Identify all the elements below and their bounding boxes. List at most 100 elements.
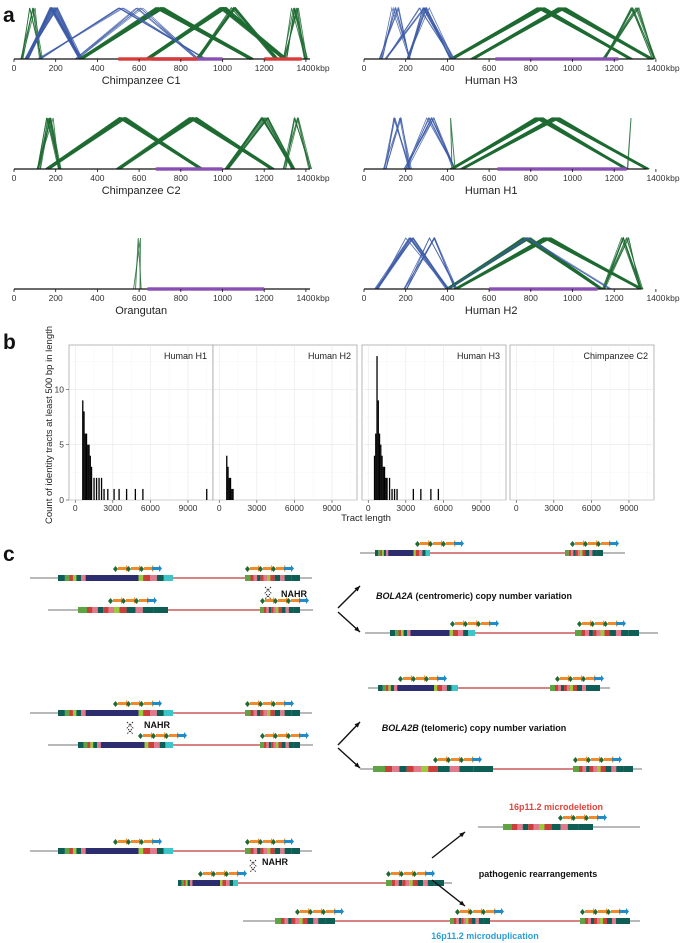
x-tick-label: 800 <box>524 173 538 183</box>
histogram-bar <box>229 477 232 500</box>
x-tick-label: 200 <box>49 63 63 73</box>
gene-arrow <box>203 870 214 877</box>
segment-stripe <box>281 742 286 748</box>
gene-diamond <box>308 909 313 915</box>
gene-arrow <box>131 700 142 707</box>
gene-arrow <box>291 732 302 739</box>
synteny-line <box>473 7 651 60</box>
gene-diamond <box>271 566 276 572</box>
synteny-line <box>449 7 630 60</box>
x-tick-label: 0 <box>514 503 519 513</box>
synteny-line <box>285 117 312 170</box>
crossover-mark <box>249 859 257 873</box>
gene-diamond <box>558 815 563 821</box>
segment-stripe <box>302 918 308 924</box>
gene-arrow <box>576 814 587 821</box>
segment-stripe <box>280 848 285 854</box>
arrow-head <box>459 832 465 838</box>
pathogenic-label: pathogenic rearrangements <box>479 869 598 879</box>
segment-stripe <box>245 575 251 581</box>
segment-stripe <box>165 742 173 748</box>
bola2a-label: BOLA2A (centromeric) copy number variati… <box>376 591 572 601</box>
histogram-bar <box>118 488 120 500</box>
synteny-line <box>603 236 641 290</box>
synteny-line <box>450 7 630 60</box>
chromosome <box>243 908 640 924</box>
segment-stripe <box>594 918 597 924</box>
gene-arrow-blue <box>616 620 626 627</box>
segment-stripe <box>419 550 423 556</box>
x-tick-label: 200 <box>399 173 413 183</box>
microduplication-label: 16p11.2 microduplication <box>431 931 539 941</box>
bola2b-label: BOLA2B (telomeric) copy number variation <box>382 723 567 733</box>
segment-stripe <box>291 575 300 581</box>
chromosome <box>48 732 313 748</box>
x-tick-label: 800 <box>174 293 188 303</box>
gene-arrow <box>113 597 124 604</box>
x-tick-label: 1200 <box>255 293 274 303</box>
segment-stripe <box>159 742 166 748</box>
synteny-line <box>38 117 60 170</box>
gene-diamond <box>258 566 263 572</box>
segment-stripe <box>596 630 601 636</box>
gene-diamond <box>603 621 608 627</box>
arrow-head <box>354 626 360 632</box>
facet-human-h2: Human H2 0 3000 6000 9000 <box>212 344 358 513</box>
segment-stripe <box>428 766 438 772</box>
x-tick-label: 400 <box>440 173 454 183</box>
arrow-head <box>354 722 360 728</box>
synteny-line <box>460 117 647 170</box>
synteny-line <box>603 7 656 60</box>
crossover-mark <box>126 721 134 735</box>
x-tick-label: 0 <box>73 503 78 513</box>
gene-diamond <box>113 839 118 845</box>
segment-stripe <box>585 918 588 924</box>
segment-stripe <box>589 630 593 636</box>
nahr-label-3: NAHR <box>262 857 288 867</box>
x-tick-label: 400 <box>440 63 454 73</box>
plot-title: Human H3 <box>465 75 518 87</box>
segment-stripe <box>588 918 591 924</box>
histogram-bar <box>95 477 98 500</box>
dotplot-human-h2: 0 200 400 600 800 1000 1200 1400 kbp Human H2 <box>362 236 680 317</box>
gene-arrow <box>563 814 574 821</box>
duplicon-bar <box>147 287 265 291</box>
segment-stripe <box>399 766 407 772</box>
segment-stripe <box>603 918 607 924</box>
gene-arrow <box>118 838 129 845</box>
gene-arrow <box>455 620 466 627</box>
gene-arrow <box>417 870 428 877</box>
gene-arrow <box>250 565 261 572</box>
synteny-line <box>473 7 654 60</box>
x-tick-label: 200 <box>49 293 63 303</box>
x-tick-label: 800 <box>524 293 538 303</box>
unit-label: kbp <box>316 173 330 183</box>
gene-arrow <box>139 597 150 604</box>
synteny-line <box>603 236 642 290</box>
synteny-line <box>452 117 628 170</box>
segment-stripe <box>135 607 143 613</box>
segment-stripe <box>245 710 251 716</box>
gene-arrow-blue <box>177 732 187 739</box>
gene-diamond <box>245 566 250 572</box>
gene-arrow-blue <box>237 870 247 877</box>
synteny-line <box>462 117 648 170</box>
gene-arrow <box>278 597 289 604</box>
gene-diamond <box>224 871 229 877</box>
crossover-lines <box>126 721 134 735</box>
segment-stripe <box>233 880 238 886</box>
segment-stripe <box>69 848 73 854</box>
gene-diamond <box>271 839 276 845</box>
gene-diamond <box>258 701 263 707</box>
segment-stripe <box>571 550 574 556</box>
gene-arrow <box>586 675 597 682</box>
gene-diamond <box>151 733 156 739</box>
synteny-line <box>25 7 83 60</box>
gene-arrow <box>118 565 129 572</box>
gene-diamond <box>476 621 481 627</box>
histogram-bar <box>437 488 440 500</box>
chromosome <box>30 565 312 581</box>
segment-stripe <box>81 710 86 716</box>
x-tick-label: 600 <box>132 63 146 73</box>
